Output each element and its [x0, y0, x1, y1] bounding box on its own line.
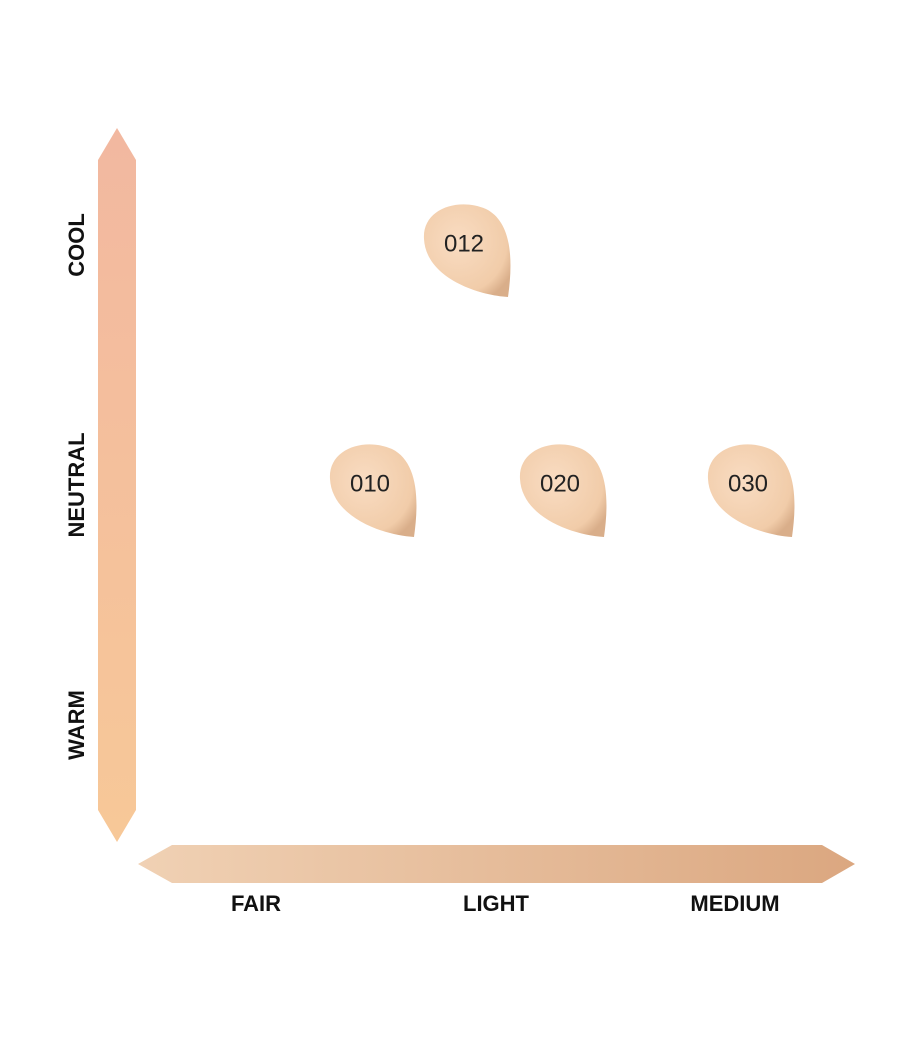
vertical-arrow: [98, 128, 136, 842]
swatch-label: 010: [350, 470, 390, 497]
swatch-label: 012: [444, 230, 484, 257]
swatch-label: 030: [728, 470, 768, 497]
swatch: 020: [519, 444, 607, 537]
y-axis-label: NEUTRAL: [64, 432, 89, 537]
horizontal-arrow: [138, 845, 855, 883]
x-axis-label: LIGHT: [463, 891, 530, 916]
y-axis-label: COOL: [64, 213, 89, 277]
y-axis-label: WARM: [64, 690, 89, 760]
swatch-label: 020: [540, 470, 580, 497]
x-axis-label: FAIR: [231, 891, 281, 916]
swatch: 010: [329, 444, 417, 537]
swatch: 012: [423, 204, 511, 297]
swatch: 030: [707, 444, 795, 537]
x-axis-label: MEDIUM: [690, 891, 779, 916]
